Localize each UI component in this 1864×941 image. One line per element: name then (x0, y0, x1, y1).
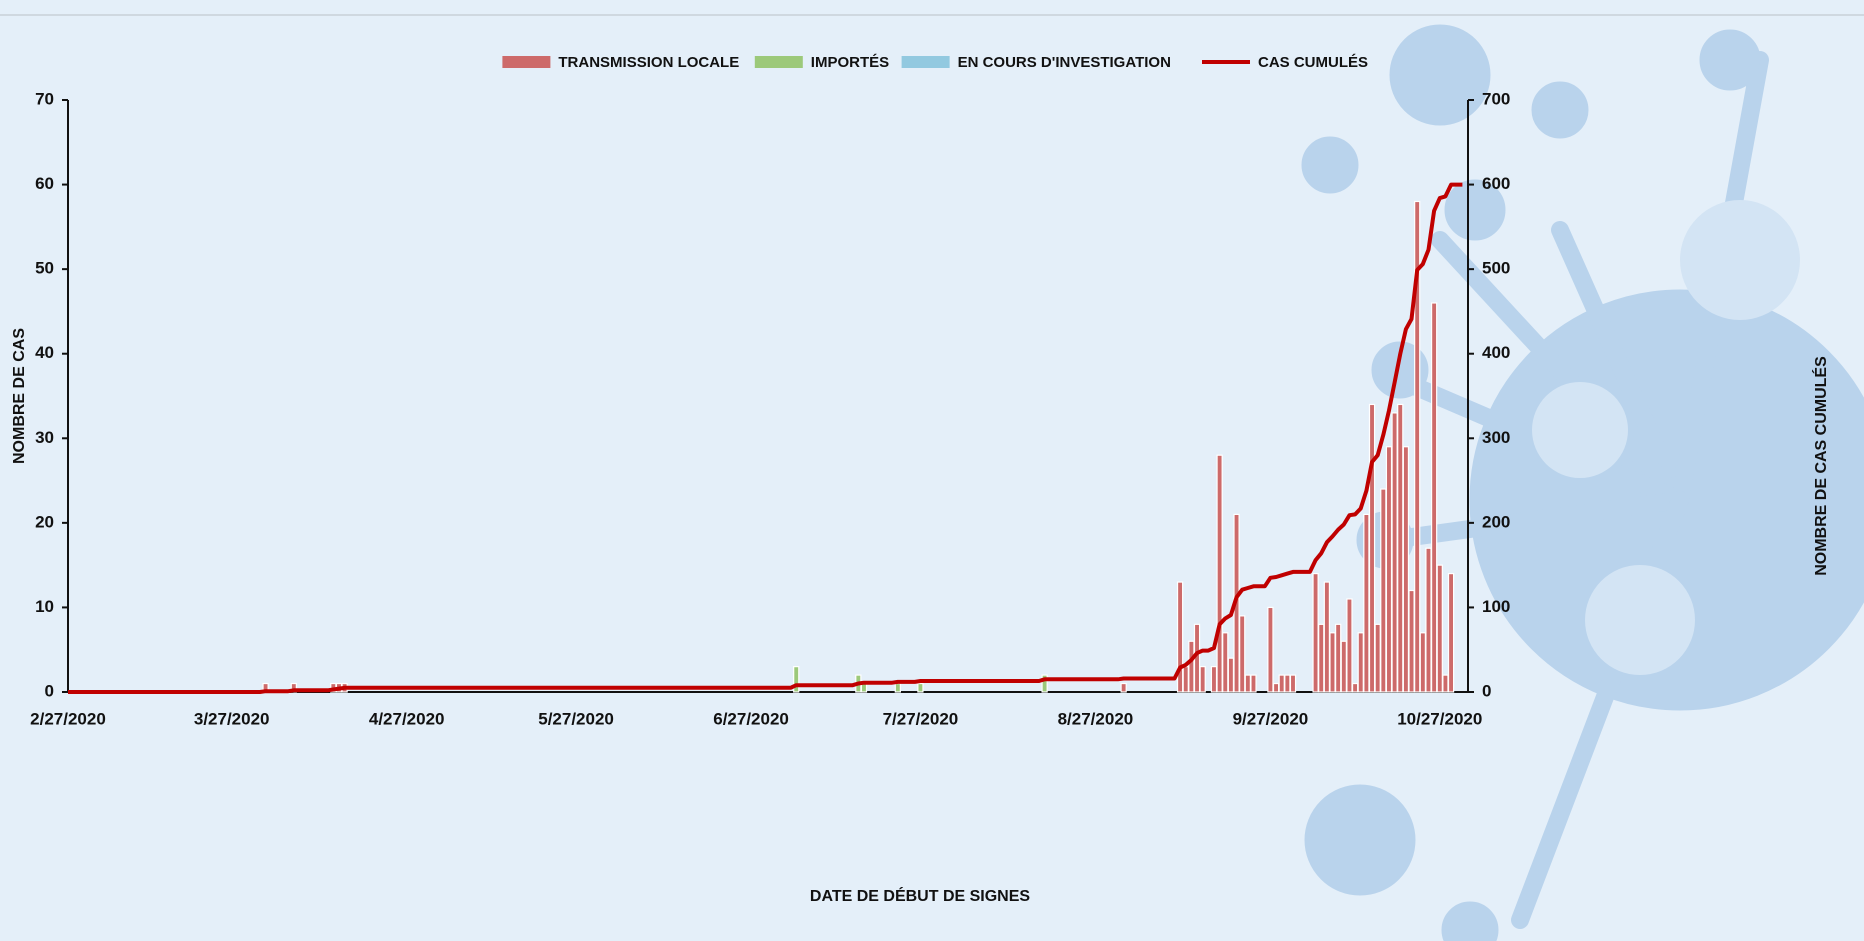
x-tick-label: 4/27/2020 (369, 709, 445, 728)
y-tick-label: 0 (45, 681, 54, 700)
bar (1408, 589, 1415, 693)
bar (1447, 572, 1455, 693)
bar (1397, 403, 1404, 693)
bar (1182, 666, 1189, 693)
bar (1329, 632, 1336, 693)
bar (1250, 674, 1257, 693)
cumulative-line (68, 182, 1463, 694)
y2-tick-label: 400 (1482, 343, 1510, 362)
x-tick-label: 3/27/2020 (194, 709, 270, 728)
bar (1210, 666, 1218, 693)
y2-tick-label: 0 (1482, 681, 1491, 700)
bar (1312, 572, 1319, 693)
bar (1272, 682, 1280, 693)
bar (1267, 606, 1274, 693)
bar (894, 682, 901, 693)
x-tick-label: 2/27/2020 (30, 709, 106, 728)
y-tick-label: 70 (35, 89, 54, 108)
y-tick-label: 50 (35, 259, 54, 278)
x-tick-label: 8/27/2020 (1058, 709, 1134, 728)
bar (1340, 640, 1347, 693)
x-axis-label: DATE DE DÉBUT DE SIGNES (810, 886, 1031, 905)
bar (1414, 200, 1421, 693)
bar (1425, 547, 1432, 693)
bar (1346, 598, 1353, 693)
bar (1402, 446, 1410, 693)
y-tick-label: 60 (35, 174, 54, 193)
bar (1199, 666, 1206, 693)
y2-tick-label: 600 (1482, 174, 1510, 193)
bar (1176, 581, 1184, 693)
y-tick-label: 20 (35, 512, 54, 531)
virus-spots (1532, 200, 1800, 675)
bar (917, 682, 924, 693)
bar (1222, 632, 1229, 693)
legend-swatch (901, 56, 950, 68)
bar (1244, 674, 1251, 693)
y-tick-label: 40 (35, 343, 54, 362)
legend-swatch (502, 56, 551, 68)
x-tick-label: 5/27/2020 (538, 709, 614, 728)
bar (1239, 615, 1246, 693)
bar (1368, 403, 1376, 693)
bar (1335, 623, 1342, 693)
bar (1041, 674, 1048, 693)
bar (1374, 623, 1381, 693)
bar (1430, 302, 1438, 693)
y-axis-label: NOMBRE DE CAS (11, 328, 28, 464)
x-tick-label: 6/27/2020 (713, 709, 789, 728)
bar (1351, 682, 1359, 693)
y-tick-label: 30 (35, 428, 54, 447)
legend: TRANSMISSION LOCALE IMPORTÉS EN COURS D'IN… (502, 54, 1368, 71)
bar (1419, 632, 1426, 693)
legend-swatch (754, 56, 803, 68)
y-tick-label: 10 (35, 597, 54, 616)
bar (1188, 640, 1195, 693)
y2-tick-label: 200 (1482, 512, 1510, 531)
bar (1284, 674, 1291, 693)
y2-tick-label: 500 (1482, 259, 1510, 278)
bar (1363, 513, 1370, 693)
bar (1391, 412, 1398, 693)
bar (1380, 488, 1387, 693)
x-tick-label: 7/27/2020 (883, 709, 959, 728)
bar (1227, 657, 1235, 693)
bar (1278, 674, 1285, 693)
legend-label: TRANSMISSION LOCALE (558, 54, 739, 71)
bar (1120, 682, 1127, 693)
y2-axis-label: NOMBRE DE CAS CUMULÉS (1811, 356, 1830, 576)
bar (1436, 564, 1443, 693)
legend-label: CAS CUMULÉS (1258, 54, 1368, 71)
y2-tick-label: 700 (1482, 89, 1510, 108)
bar (1323, 581, 1331, 693)
bar (1289, 674, 1297, 693)
bar (1318, 623, 1325, 693)
y2-tick-label: 100 (1482, 597, 1510, 616)
legend-label: IMPORTÉS (811, 54, 889, 71)
legend-label: EN COURS D'INVESTIGATION (958, 54, 1171, 71)
x-tick-label: 10/27/2020 (1397, 709, 1482, 728)
bar (1216, 454, 1223, 693)
bar (1442, 674, 1449, 693)
x-tick-label: 9/27/2020 (1233, 709, 1309, 728)
bar (1357, 632, 1364, 693)
bar (1385, 446, 1393, 693)
y2-tick-label: 300 (1482, 428, 1510, 447)
bar (793, 666, 800, 693)
